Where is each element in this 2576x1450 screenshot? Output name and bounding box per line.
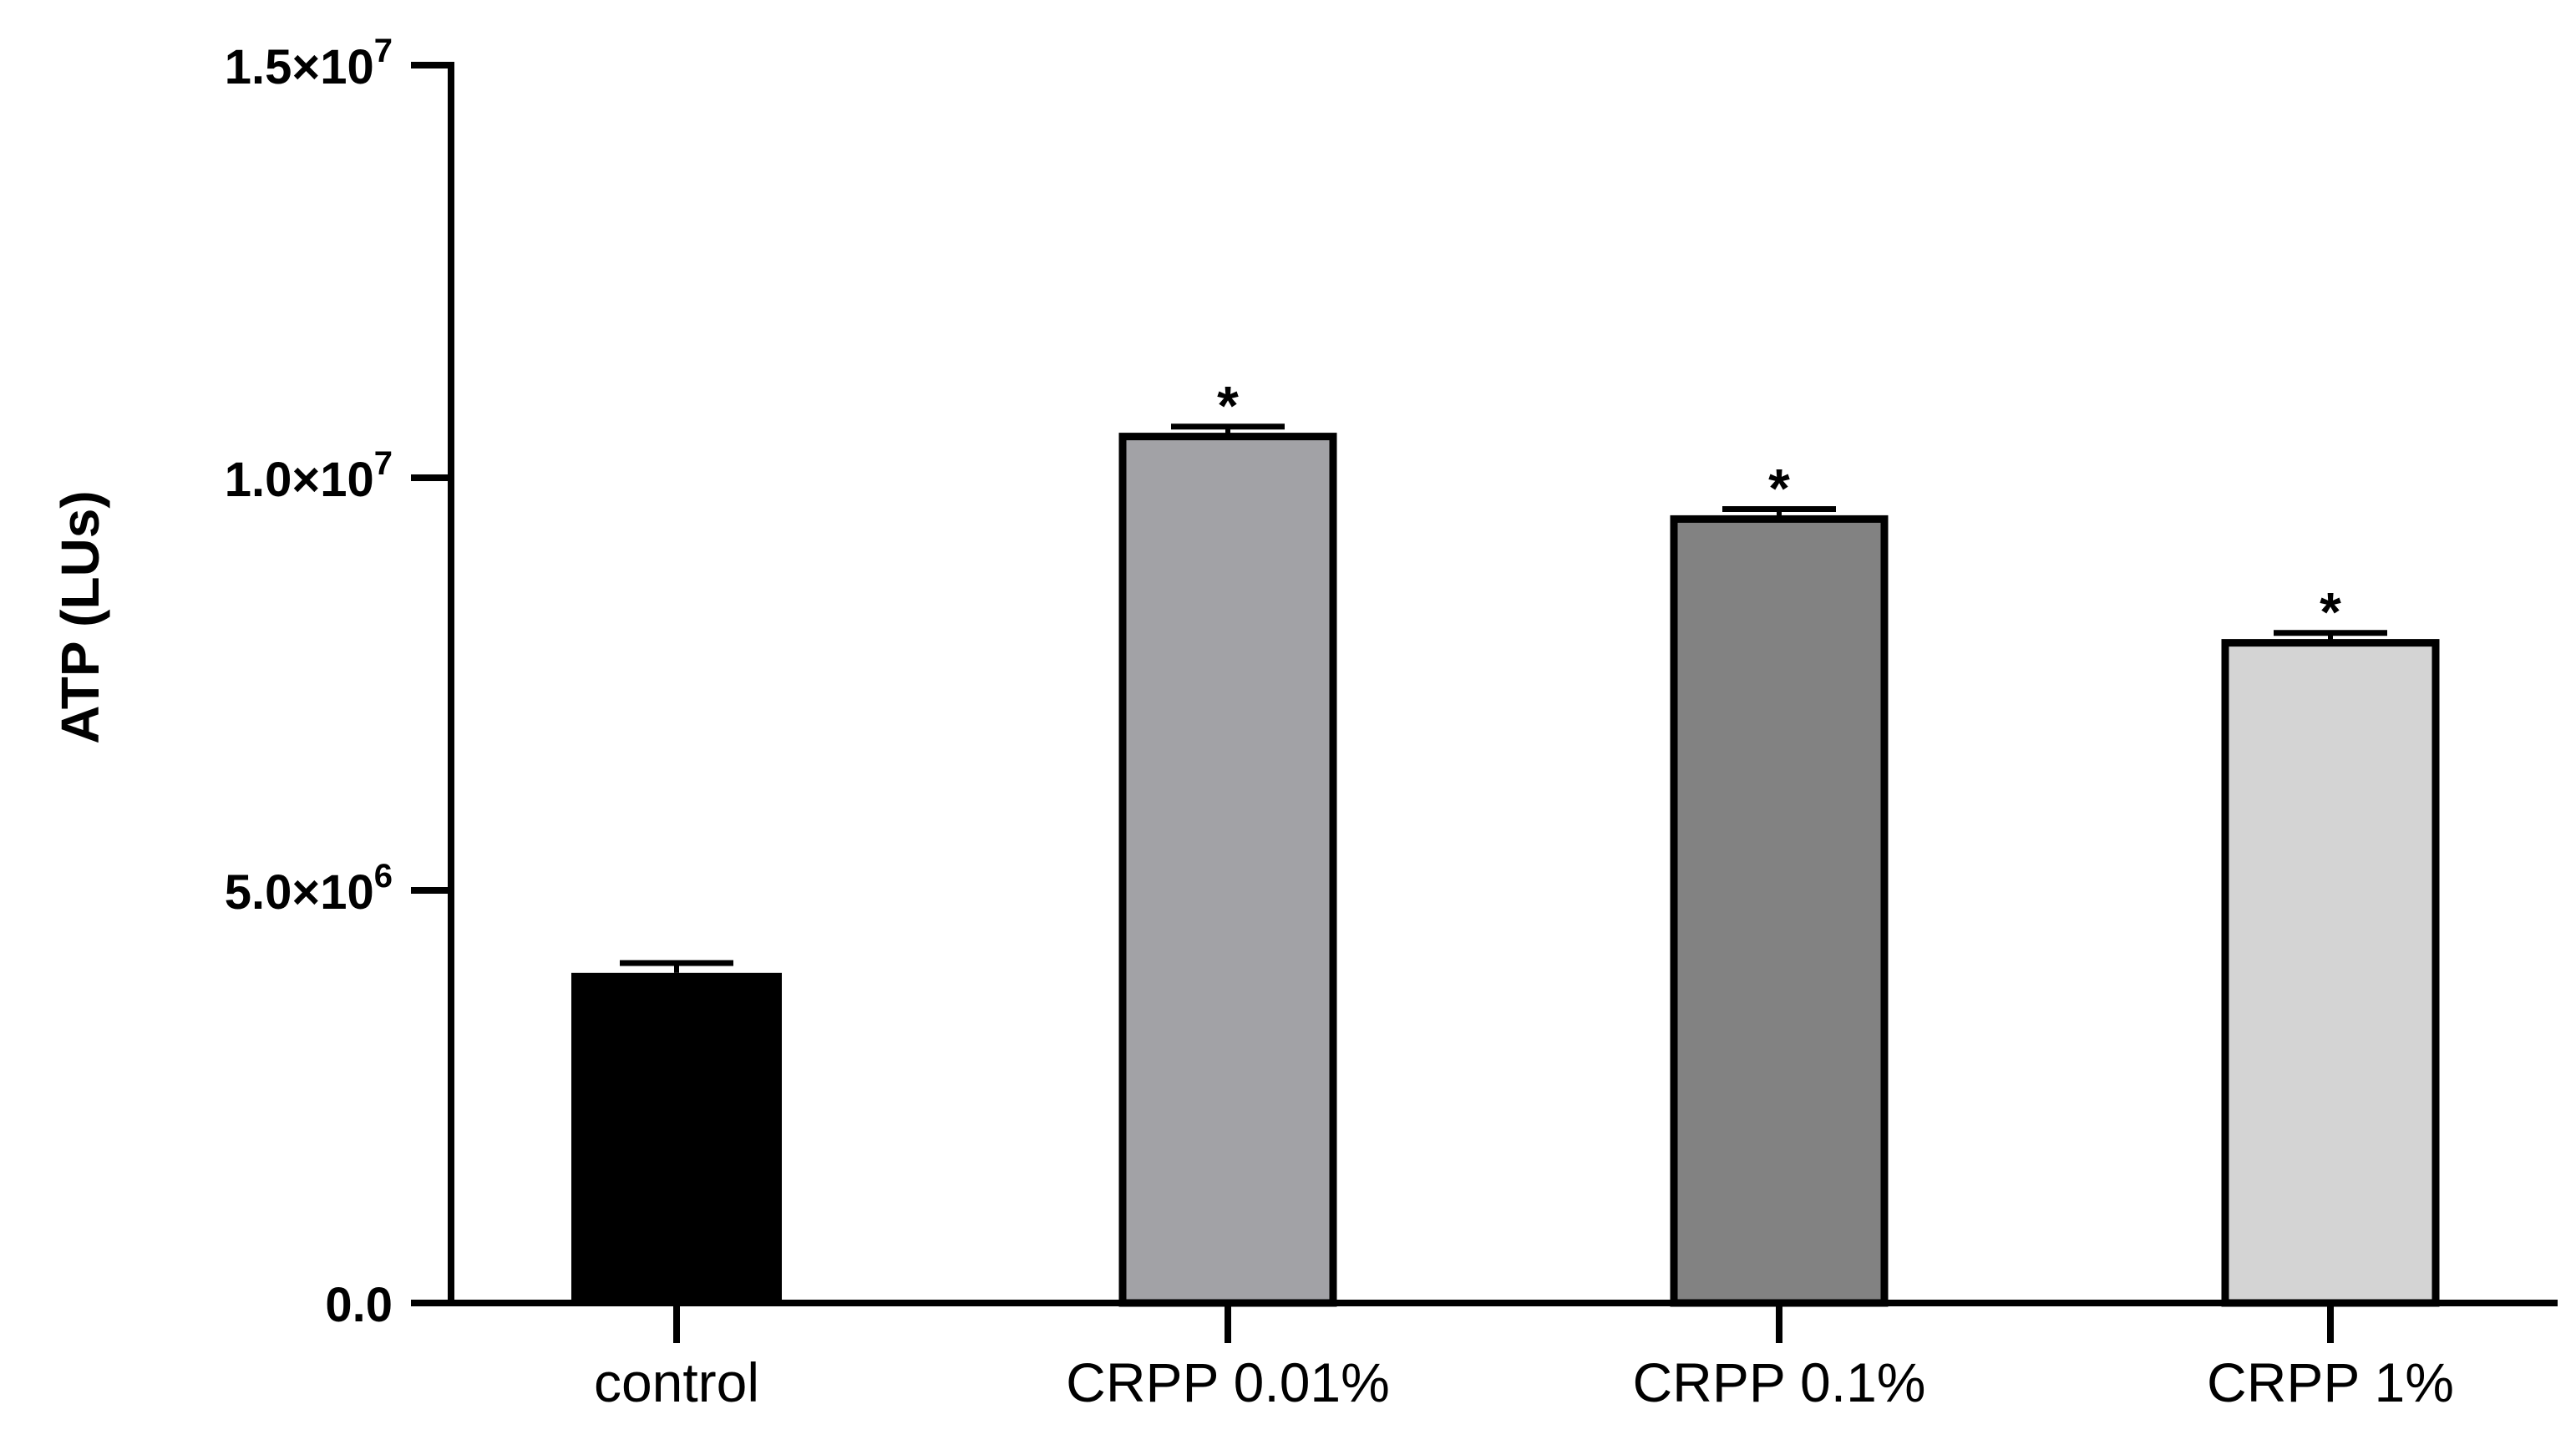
- bar: [2221, 639, 2440, 1307]
- significance-marker: *: [2320, 581, 2341, 643]
- y-tick-label: 5.0×106: [225, 858, 393, 920]
- axes-layer: [448, 62, 2558, 1306]
- y-axis-title: ATP (LUs): [50, 490, 110, 743]
- bar: [1118, 433, 1337, 1307]
- bar: [1670, 515, 1889, 1307]
- y-ticks: 0.0 5.0×106 1.0×107 1.5×107: [225, 33, 451, 1332]
- x-tick-label: CRPP 1%: [2207, 1351, 2454, 1413]
- y-tick-label: 1.0×107: [225, 445, 393, 507]
- y-tick-label: 0.0: [325, 1278, 393, 1332]
- significance-marker: *: [1217, 375, 1239, 437]
- x-tick-label: CRPP 0.01%: [1066, 1351, 1390, 1413]
- bar: [571, 972, 782, 1303]
- significance-marker: *: [1768, 458, 1790, 520]
- x-tick-label: CRPP 0.1%: [1633, 1351, 1926, 1413]
- y-tick-label: 1.5×107: [225, 33, 393, 94]
- x-ticks: control CRPP 0.01% CRPP 0.1% CRPP 1%: [594, 1303, 2454, 1413]
- x-tick-label: control: [594, 1351, 759, 1413]
- bars-layer: * * *: [571, 375, 2440, 1307]
